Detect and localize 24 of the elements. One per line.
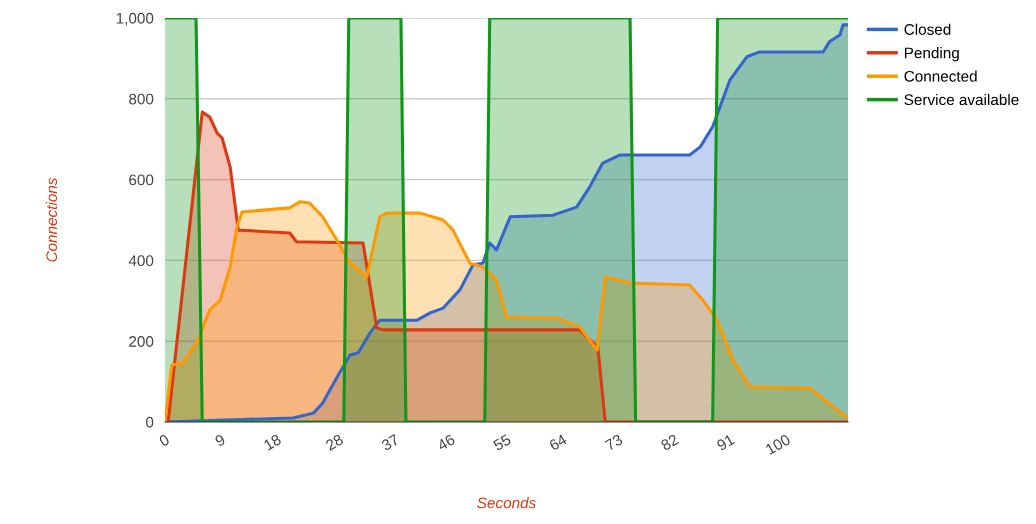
x-tick-label: 91 xyxy=(716,433,735,451)
y-tick-label: 600 xyxy=(129,174,154,186)
x-tick-label: 100 xyxy=(765,433,791,455)
x-tick-label: 0 xyxy=(158,433,171,447)
y-tick-label: 1,000 xyxy=(116,12,154,26)
x-tick-label: 82 xyxy=(660,433,680,451)
x-tick-label: 18 xyxy=(263,433,282,451)
y-tick-label: 200 xyxy=(129,336,154,347)
legend-label: Connected xyxy=(904,70,977,82)
y-tick-label: 0 xyxy=(145,416,154,428)
x-axis-title: Seconds xyxy=(477,497,536,509)
legend-label: Pending xyxy=(904,47,959,62)
x-tick-label: 73 xyxy=(604,433,624,451)
y-tick-label: 400 xyxy=(128,255,154,267)
y-tick-label: 800 xyxy=(129,93,154,105)
x-tick-label: 64 xyxy=(548,433,568,451)
x-tick-label: 46 xyxy=(436,433,456,452)
x-tick-label: 9 xyxy=(214,433,226,447)
y-axis-title: Connections xyxy=(45,177,58,262)
x-tick-label: 28 xyxy=(325,433,344,451)
x-tick-label: 55 xyxy=(492,433,512,452)
x-tick-label: 37 xyxy=(380,433,400,452)
legend-label: Closed xyxy=(904,23,951,35)
legend-label: Service available xyxy=(904,93,1019,106)
